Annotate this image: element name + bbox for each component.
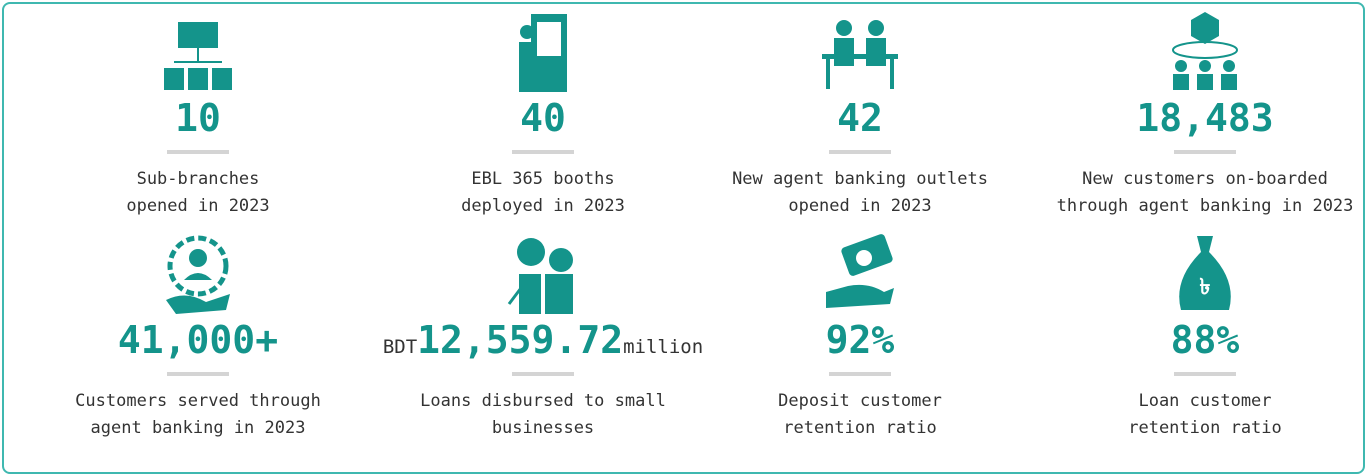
stat-value: 42 <box>690 96 1030 140</box>
stat-card: BDT12,559.72million Loans disbursed to sm… <box>373 230 713 442</box>
value: 41,000+ <box>117 318 279 362</box>
stat-label: agent banking in 2023 <box>90 418 306 438</box>
stat-label: Loan customer <box>1138 391 1272 411</box>
divider <box>829 150 891 154</box>
value-prefix: BDT <box>382 336 418 358</box>
stat-card: 42 New agent banking outlets opened in 202… <box>690 8 1030 220</box>
stat-value: 88% <box>1035 318 1367 362</box>
svg-text:৳: ৳ <box>1200 275 1211 300</box>
icon <box>826 234 894 308</box>
divider <box>512 372 574 376</box>
stat-value: BDT12,559.72million <box>373 318 713 362</box>
value: 92% <box>825 318 895 362</box>
divider <box>1174 372 1236 376</box>
divider <box>512 150 574 154</box>
icon <box>1172 12 1238 90</box>
icon <box>164 22 232 90</box>
value: 18,483 <box>1136 96 1274 140</box>
divider <box>829 372 891 376</box>
stat-value: 18,483 <box>1035 96 1367 140</box>
stat-label: Loans disbursed to small <box>420 391 666 411</box>
stat-card: 41,000+ Customers served through agent ban… <box>28 230 368 442</box>
stat-label: Sub-branches <box>136 169 260 189</box>
stat-label: New agent banking outlets <box>732 169 988 189</box>
divider <box>1174 150 1236 154</box>
stat-label: EBL 365 booths <box>471 169 615 189</box>
stat-label: deployed in 2023 <box>461 196 625 216</box>
stat-label: Deposit customer <box>778 391 942 411</box>
icon <box>507 238 573 314</box>
icon: ৳ <box>1179 236 1231 310</box>
value: 40 <box>520 96 566 140</box>
value: 88% <box>1170 318 1240 362</box>
stat-card: ৳ 88% Loan customer retention ratio <box>1035 230 1367 442</box>
stat-card: 92% Deposit customer retention ratio <box>690 230 1030 442</box>
value: 42 <box>837 96 883 140</box>
stat-label: businesses <box>491 418 595 438</box>
divider <box>167 372 229 376</box>
value-suffix: million <box>623 336 704 358</box>
stat-card: 10 Sub-branches opened in 2023 <box>28 8 368 220</box>
icon <box>822 20 898 89</box>
value: 10 <box>175 96 221 140</box>
stat-label: retention ratio <box>1128 418 1282 438</box>
stat-label: through agent banking in 2023 <box>1056 196 1354 216</box>
stat-card: 40 EBL 365 booths deployed in 2023 <box>373 8 713 220</box>
stat-value: 92% <box>690 318 1030 362</box>
divider <box>167 150 229 154</box>
value: 12,559.72 <box>417 318 624 362</box>
stat-label: retention ratio <box>783 418 937 438</box>
stat-value: 10 <box>28 96 368 140</box>
stat-label: New customers on-boarded <box>1082 169 1328 189</box>
icon <box>519 14 567 92</box>
icon <box>166 235 230 314</box>
stat-label: opened in 2023 <box>126 196 270 216</box>
stat-card: 18,483 New customers on-boarded through ag… <box>1035 8 1367 220</box>
stat-value: 40 <box>373 96 713 140</box>
stat-value: 41,000+ <box>28 318 368 362</box>
stat-label: opened in 2023 <box>788 196 932 216</box>
stat-label: Customers served through <box>75 391 321 411</box>
